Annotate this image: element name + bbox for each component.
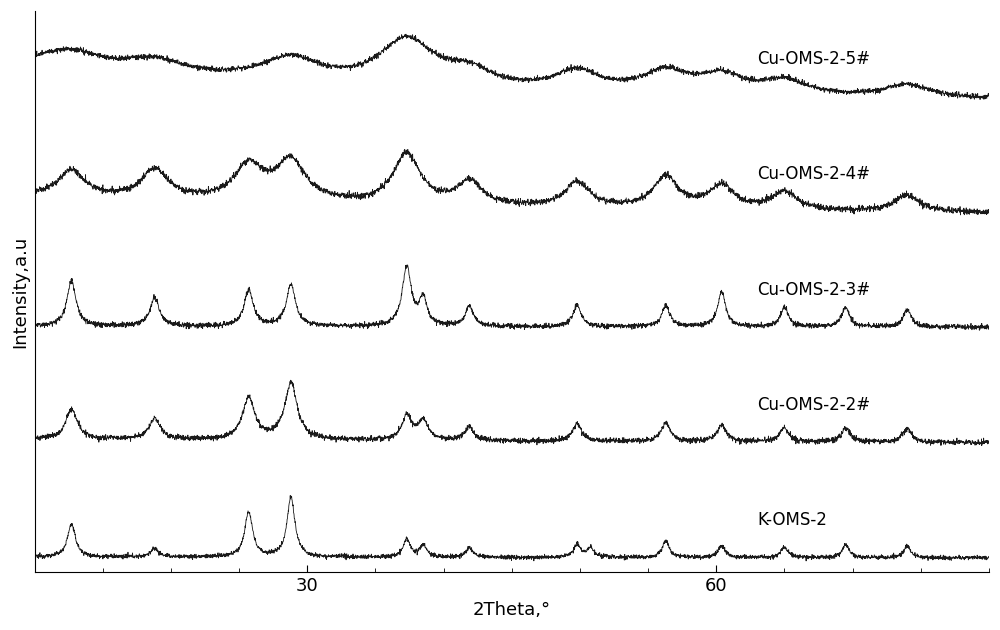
Text: Cu-OMS-2-2#: Cu-OMS-2-2# bbox=[757, 396, 870, 414]
Text: Cu-OMS-2-5#: Cu-OMS-2-5# bbox=[757, 50, 870, 68]
X-axis label: 2Theta,°: 2Theta,° bbox=[473, 601, 551, 619]
Text: Cu-OMS-2-4#: Cu-OMS-2-4# bbox=[757, 165, 870, 183]
Text: Cu-OMS-2-3#: Cu-OMS-2-3# bbox=[757, 281, 870, 299]
Text: K-OMS-2: K-OMS-2 bbox=[757, 512, 827, 529]
Y-axis label: Intensity,a.u: Intensity,a.u bbox=[11, 236, 29, 348]
